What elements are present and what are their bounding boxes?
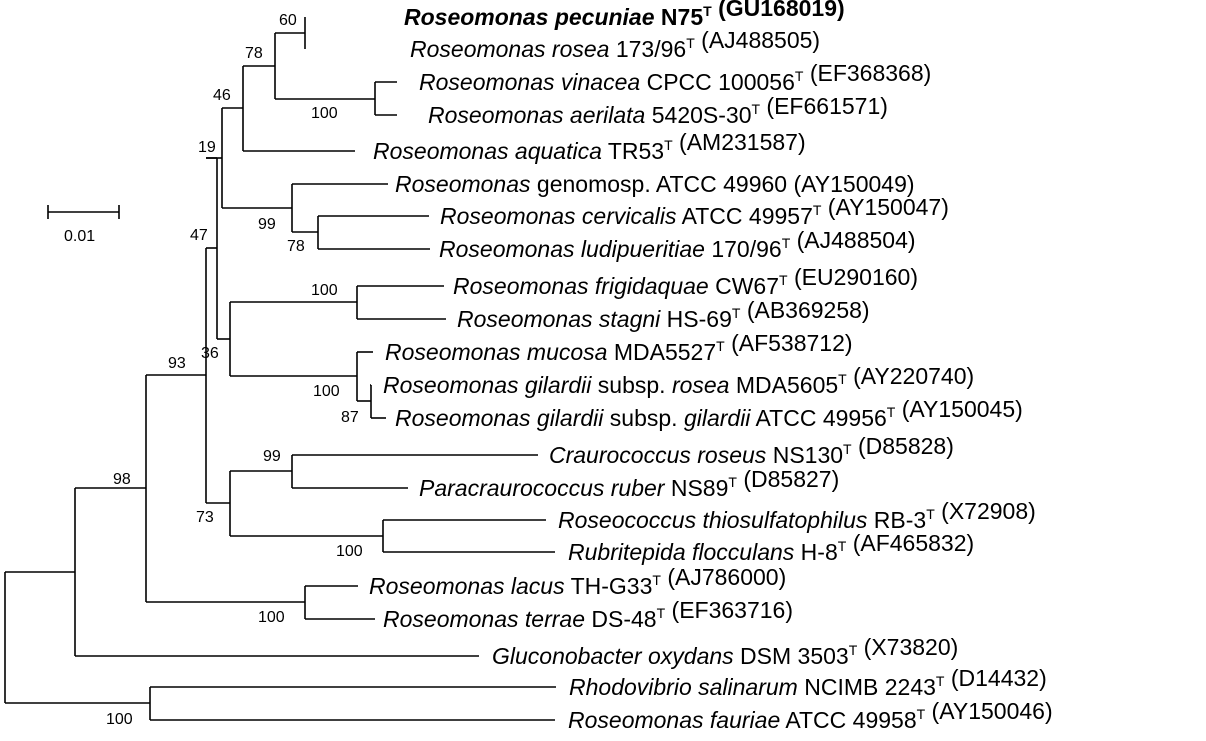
bootstrap-value: 78	[245, 45, 263, 62]
scale-bar-label: 0.01	[64, 228, 95, 245]
bootstrap-value: 87	[341, 409, 359, 426]
scale-bar: 0.01	[47, 205, 120, 245]
taxon-label: Roseomonas ludipueritiae 170/96T (AJ4885…	[439, 227, 916, 262]
taxon-label: Roseomonas stagni HS-69T (AB369258)	[457, 297, 870, 332]
bootstrap-value: 100	[258, 609, 285, 626]
bootstrap-value: 19	[198, 139, 216, 156]
taxon-labels: Roseomonas pecuniae N75T (GU168019)Roseo…	[369, 0, 1053, 733]
taxon-label: Roseomonas vinacea CPCC 100056T (EF36836…	[419, 60, 931, 95]
taxon-label: Gluconobacter oxydans DSM 3503T (X73820)	[492, 634, 958, 669]
bootstrap-value: 73	[196, 509, 214, 526]
bootstrap-value: 46	[213, 87, 231, 104]
scale-bar-line	[47, 205, 120, 219]
taxon-label: Roseomonas cervicalis ATCC 49957T (AY150…	[440, 194, 949, 229]
taxon-label: Roseomonas terrae DS-48T (EF363716)	[383, 597, 793, 632]
bootstrap-value: 36	[201, 345, 219, 362]
taxon-label: Roseomonas lacus TH-G33T (AJ786000)	[369, 564, 786, 599]
bootstrap-values: 60 78 100 46 19 99 78 47 100 36 100 87 9…	[106, 12, 363, 728]
bootstrap-value: 100	[311, 105, 338, 122]
bootstrap-value: 99	[258, 216, 276, 233]
taxon-label: Rubritepida flocculans H-8T (AF465832)	[568, 530, 974, 565]
bootstrap-value: 100	[313, 383, 340, 400]
taxon-label: Roseomonas aquatica TR53T (AM231587)	[373, 129, 806, 164]
bootstrap-value: 60	[279, 12, 297, 29]
bootstrap-value: 100	[311, 282, 338, 299]
bootstrap-value: 78	[287, 238, 305, 255]
taxon-label: Roseomonas gilardii subsp. rosea MDA5605…	[383, 363, 974, 398]
taxon-label: Roseomonas pecuniae N75T (GU168019)	[404, 0, 845, 30]
taxon-label: Roseomonas mucosa MDA5527T (AF538712)	[385, 330, 853, 365]
bootstrap-value: 100	[336, 543, 363, 560]
taxon-label: Roseococcus thiosulfatophilus RB-3T (X72…	[558, 498, 1036, 533]
bootstrap-value: 100	[106, 711, 133, 728]
taxon-label: Roseomonas aerilata 5420S-30T (EF661571)	[428, 93, 888, 128]
bootstrap-value: 99	[263, 448, 281, 465]
bootstrap-value: 93	[168, 355, 186, 372]
taxon-label: Roseomonas gilardii subsp. gilardii ATCC…	[395, 396, 1023, 431]
taxon-label: Roseomonas fauriae ATCC 49958T (AY150046…	[568, 698, 1053, 733]
taxon-label: Roseomonas rosea 173/96T (AJ488505)	[410, 27, 820, 62]
taxon-label: Roseomonas frigidaquae CW67T (EU290160)	[453, 264, 918, 299]
taxon-label: Rhodovibrio salinarum NCIMB 2243T (D1443…	[569, 665, 1047, 700]
bootstrap-value: 98	[113, 471, 131, 488]
taxon-label: Paracraurococcus ruber NS89T (D85827)	[419, 466, 839, 501]
taxon-label: Roseomonas genomosp. ATCC 49960 (AY15004…	[395, 171, 915, 197]
taxon-label: Craurococcus roseus NS130T (D85828)	[549, 433, 954, 468]
bootstrap-value: 47	[190, 227, 208, 244]
tree-branches	[4, 17, 556, 721]
